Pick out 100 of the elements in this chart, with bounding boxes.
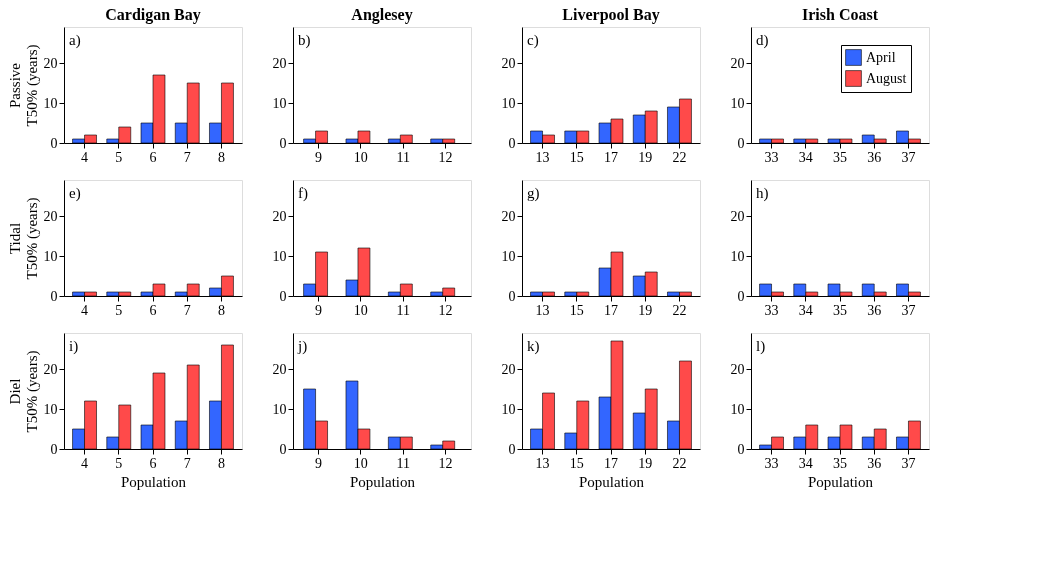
x-tick-label: 8	[217, 302, 225, 318]
x-tick-label: 22	[672, 302, 687, 318]
y-tick-label: 10	[730, 248, 745, 264]
x-tick-label: 35	[833, 302, 847, 318]
x-tick-label: 35	[833, 149, 847, 165]
x-tick-label: 19	[638, 302, 653, 318]
y-tick-label: 0	[279, 135, 287, 151]
x-tick-label: 33	[764, 302, 779, 318]
x-tick-label: 17	[604, 302, 618, 318]
x-tick-label: 33	[764, 149, 779, 165]
y-tick-label: 10	[501, 401, 516, 417]
chart-title: Irish Coast	[801, 6, 879, 23]
x-tick-label: 36	[867, 302, 882, 318]
y-tick-label: 0	[737, 441, 745, 457]
y-tick-label: 10	[43, 401, 58, 417]
y-tick-label: 20	[501, 208, 516, 224]
x-tick-label: 34	[798, 302, 813, 318]
annotation: f)	[298, 185, 308, 202]
y-tick-label: 20	[43, 55, 58, 71]
y-tick-label: 20	[501, 361, 516, 377]
y-axis-title: Tidal T50% (years)	[6, 197, 41, 280]
x-tick-label: 9	[314, 455, 322, 471]
x-tick-label: 5	[115, 455, 123, 471]
x-tick-label: 5	[115, 302, 123, 318]
y-tick-label: 0	[508, 135, 516, 151]
y-tick-label: 10	[43, 248, 58, 264]
x-tick-label: 34	[798, 455, 813, 471]
x-tick-label: 7	[183, 455, 191, 471]
x-tick-label: 12	[438, 455, 453, 471]
annotation: k)	[527, 338, 540, 355]
x-tick-label: 5	[115, 149, 123, 165]
x-tick-label: 13	[535, 149, 550, 165]
y-tick-label: 20	[43, 208, 58, 224]
x-tick-label: 37	[901, 149, 916, 165]
y-tick-label: 20	[501, 55, 516, 71]
x-axis-title: Population	[349, 473, 416, 490]
x-tick-label: 10	[353, 149, 368, 165]
x-tick-label: 33	[764, 455, 779, 471]
x-tick-label: 19	[638, 455, 653, 471]
x-tick-label: 35	[833, 455, 847, 471]
y-tick-label: 20	[730, 55, 745, 71]
x-tick-label: 17	[604, 455, 618, 471]
x-tick-label: 37	[901, 455, 916, 471]
y-tick-label: 0	[50, 135, 58, 151]
x-tick-label: 4	[81, 302, 89, 318]
x-tick-label: 4	[81, 455, 89, 471]
x-tick-label: 12	[438, 302, 453, 318]
x-tick-label: 15	[569, 149, 584, 165]
annotation: e)	[69, 185, 81, 202]
y-tick-label: 20	[272, 361, 287, 377]
x-tick-label: 19	[638, 149, 653, 165]
x-tick-label: 36	[867, 149, 882, 165]
annotation: a)	[69, 32, 81, 49]
chart-title: Liverpool Bay	[562, 6, 660, 24]
y-tick-label: 20	[272, 208, 287, 224]
chart-title: Anglesey	[351, 6, 413, 24]
x-tick-label: 6	[149, 455, 157, 471]
y-tick-label: 0	[737, 135, 745, 151]
x-tick-label: 37	[901, 302, 916, 318]
y-tick-label: 10	[272, 95, 287, 111]
annotation: c)	[527, 32, 539, 49]
x-tick-label: 13	[535, 302, 550, 318]
x-axis-title: Population	[578, 473, 645, 490]
y-tick-label: 10	[272, 248, 287, 264]
x-axis-title: Population	[120, 473, 187, 490]
y-tick-label: 10	[730, 95, 745, 111]
x-tick-label: 10	[353, 455, 368, 471]
annotation: g)	[527, 185, 540, 202]
x-tick-label: 4	[81, 149, 89, 165]
y-tick-label: 10	[43, 95, 58, 111]
y-tick-label: 20	[730, 208, 745, 224]
y-tick-label: 0	[50, 288, 58, 304]
y-tick-label: 0	[279, 441, 287, 457]
x-tick-label: 11	[396, 302, 410, 318]
legend-label: August	[866, 70, 907, 86]
y-tick-label: 0	[737, 288, 745, 304]
y-tick-label: 10	[501, 248, 516, 264]
x-tick-label: 11	[396, 149, 410, 165]
x-tick-label: 17	[604, 149, 618, 165]
y-tick-label: 0	[508, 288, 516, 304]
y-axis-title: Diel T50% (years)	[6, 350, 41, 433]
x-tick-label: 8	[217, 455, 225, 471]
annotation: d)	[756, 32, 769, 49]
x-axis-title: Population	[807, 473, 874, 490]
x-tick-label: 9	[314, 302, 322, 318]
x-tick-label: 9	[314, 149, 322, 165]
y-tick-label: 20	[43, 361, 58, 377]
x-tick-label: 12	[438, 149, 453, 165]
y-tick-label: 0	[50, 441, 58, 457]
x-tick-label: 6	[149, 302, 157, 318]
y-tick-label: 0	[508, 441, 516, 457]
chart-title: Cardigan Bay	[105, 6, 201, 24]
annotation: b)	[298, 32, 311, 49]
x-tick-label: 6	[149, 149, 157, 165]
x-tick-label: 8	[217, 149, 225, 165]
annotation: h)	[756, 185, 769, 202]
x-tick-label: 15	[569, 302, 584, 318]
annotation: l)	[756, 338, 766, 355]
annotation: i)	[69, 338, 79, 355]
y-tick-label: 10	[730, 401, 745, 417]
